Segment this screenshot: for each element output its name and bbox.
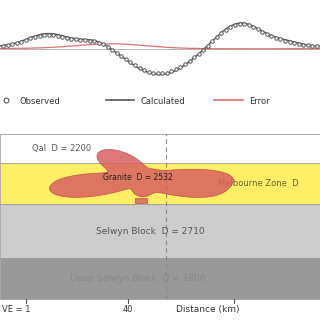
Text: Qal  D = 2200: Qal D = 2200 <box>32 144 91 153</box>
Text: Selwyn Block  D = 2710: Selwyn Block D = 2710 <box>96 227 204 236</box>
Text: VE = 1: VE = 1 <box>2 305 30 314</box>
Text: Deep Selwyn Block  D = 2800: Deep Selwyn Block D = 2800 <box>70 274 206 283</box>
Text: Distance (km): Distance (km) <box>176 305 239 314</box>
Bar <box>0 163 320 204</box>
Bar <box>0 204 320 258</box>
Text: Granite  D = 2532: Granite D = 2532 <box>103 173 172 182</box>
Text: Melbourne Zone  D: Melbourne Zone D <box>218 179 298 188</box>
Bar <box>0 134 320 163</box>
Bar <box>0 258 320 300</box>
Text: Error: Error <box>250 97 270 106</box>
Text: Observed: Observed <box>19 97 60 106</box>
Polygon shape <box>50 149 233 197</box>
Polygon shape <box>135 198 147 204</box>
Text: Calculated: Calculated <box>141 97 186 106</box>
Text: 40: 40 <box>123 305 133 314</box>
